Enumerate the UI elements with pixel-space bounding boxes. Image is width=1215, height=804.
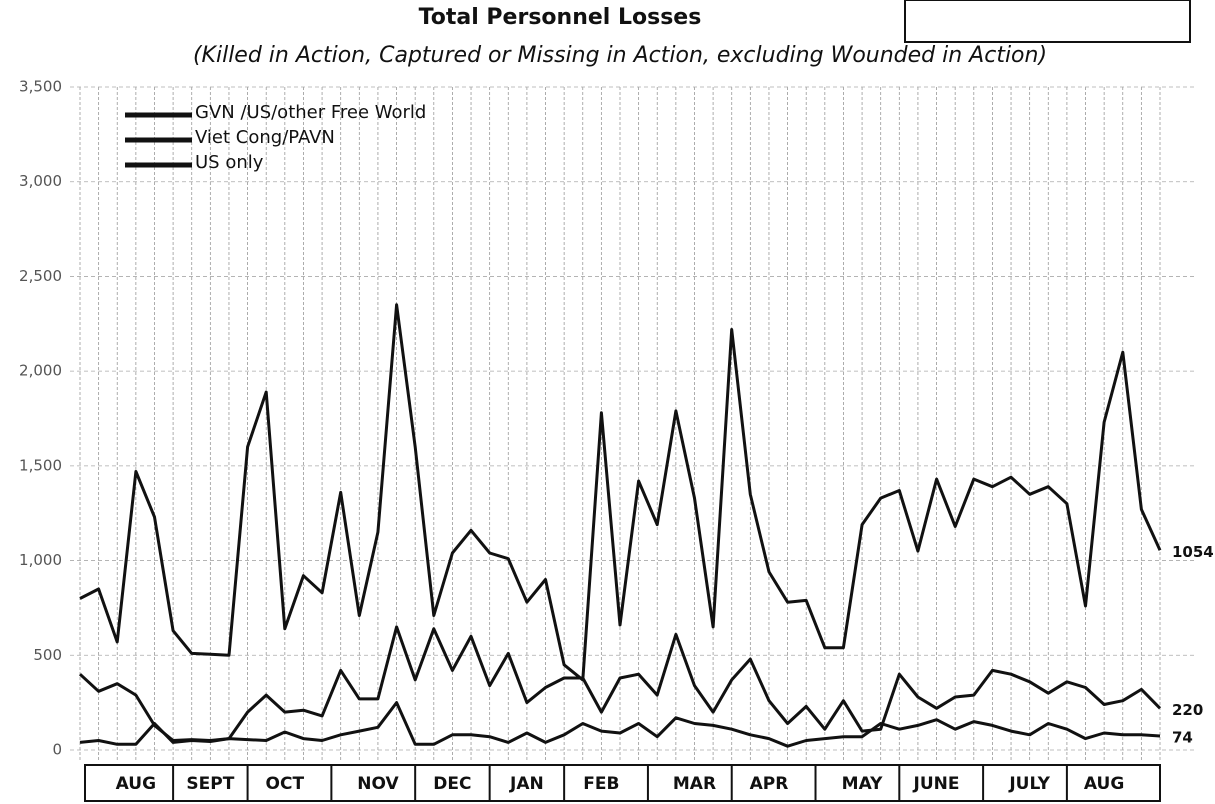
y-tick-label: 1,500	[19, 456, 62, 474]
x-tick-label: MAY	[842, 774, 883, 794]
x-tick-label: APR	[750, 774, 789, 794]
x-tick-label: JUNE	[913, 774, 960, 794]
x-tick-label: AUG	[1084, 774, 1124, 794]
x-tick-label: SEPT	[186, 774, 234, 794]
chart-title: Total Personnel Losses	[419, 5, 702, 30]
y-tick-label: 500	[33, 646, 62, 664]
y-tick-label: 2,500	[19, 267, 62, 285]
y-tick-label: 2,000	[19, 362, 62, 380]
end-value-label: 220	[1172, 701, 1203, 719]
series-line	[79, 701, 1161, 748]
y-tick-label: 3,000	[19, 172, 62, 190]
x-tick-label: AUG	[116, 774, 156, 794]
y-tick-label: 1,000	[19, 551, 62, 569]
series-line	[78, 625, 1162, 742]
x-tick-label: NOV	[357, 774, 399, 794]
end-value-label: 1054	[1172, 543, 1214, 561]
x-tick-label: DEC	[433, 774, 471, 794]
end-value-label: 74	[1172, 728, 1193, 746]
x-tick-label: JULY	[1008, 774, 1050, 794]
month-axis-box	[84, 764, 1161, 802]
x-tick-label: OCT	[266, 774, 305, 794]
legend-label: GVN /US/other Free World	[195, 102, 426, 123]
chart-subtitle: (Killed in Action, Captured or Missing i…	[193, 43, 1047, 68]
x-tick-label: FEB	[583, 774, 619, 794]
y-tick-label: 3,500	[19, 78, 62, 96]
x-tick-label: MAR	[673, 774, 716, 794]
x-tick-label: JAN	[509, 774, 544, 794]
legend-label: US only	[195, 152, 264, 173]
y-tick-label: 0	[52, 741, 62, 759]
series-line	[79, 303, 1162, 682]
empty-box	[904, 0, 1191, 43]
legend-label: Viet Cong/PAVN	[195, 127, 335, 148]
